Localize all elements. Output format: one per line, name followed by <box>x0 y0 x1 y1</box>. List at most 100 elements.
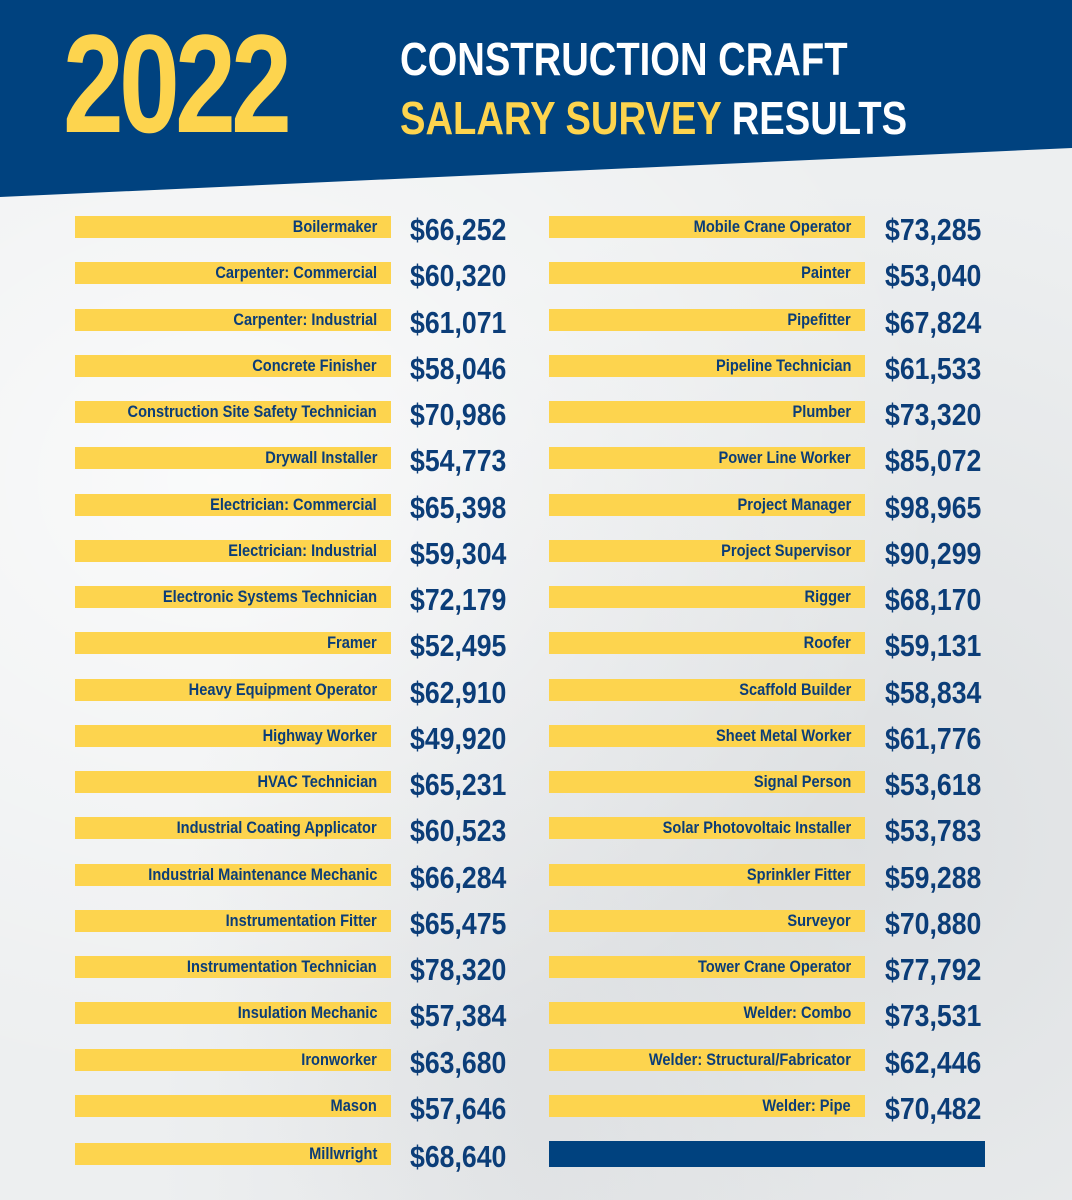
table-row: Industrial Maintenance Mechanic $66,284 <box>0 856 1072 900</box>
craft-name: Power Line Worker <box>718 448 851 468</box>
craft-label-bar: Boilermaker <box>75 216 391 238</box>
salary-value: $53,618 <box>885 767 982 802</box>
craft-label-bar: Instrumentation Technician <box>75 956 391 978</box>
salary-value: $70,986 <box>410 397 507 432</box>
table-row: Tower Crane Operator $77,792 <box>0 948 1072 992</box>
craft-label-bar: Ironworker <box>75 1048 391 1071</box>
craft-label-bar: Power Line Worker <box>549 447 865 470</box>
craft-label-bar: Plumber <box>549 401 865 423</box>
table-row: Boilermaker $66,252 <box>0 208 1072 252</box>
table-row: Electronic Systems Technician $72,179 <box>0 578 1072 622</box>
table-row: Sprinkler Fitter $59,288 <box>0 856 1072 900</box>
craft-label-bar: Scaffold Builder <box>549 678 865 701</box>
salary-value: $65,398 <box>410 489 507 525</box>
craft-label-bar: Pipeline Technician <box>549 354 865 377</box>
craft-label-bar: Sheet Metal Worker <box>549 724 865 747</box>
table-row: Sheet Metal Worker $61,776 <box>0 717 1072 761</box>
craft-name: Sheet Metal Worker <box>715 725 851 745</box>
table-row: Industrial Coating Applicator $60,523 <box>0 809 1072 853</box>
salary-value: $63,680 <box>410 1044 507 1080</box>
craft-name: Mobile Crane Operator <box>693 217 851 236</box>
craft-name: Construction Site Safety Technician <box>127 402 377 421</box>
table-row: Carpenter: Industrial $61,071 <box>0 301 1072 345</box>
craft-label-bar: Roofer <box>549 632 865 655</box>
craft-name: Electrician: Industrial <box>228 540 377 560</box>
craft-name: Solar Photovoltaic Installer <box>662 818 851 838</box>
craft-label-bar: Carpenter: Industrial <box>75 308 391 331</box>
table-row: Instrumentation Technician $78,320 <box>0 948 1072 992</box>
table-row: Carpenter: Commercial $60,320 <box>0 254 1072 298</box>
craft-name: Welder: Structural/Fabricator <box>648 1049 851 1069</box>
salary-value: $72,179 <box>410 582 507 617</box>
table-row: HVAC Technician $65,231 <box>0 763 1072 807</box>
craft-name: Sprinkler Fitter <box>747 864 851 884</box>
craft-name: Pipeline Technician <box>715 355 851 375</box>
table-row: Instrumentation Fitter $65,475 <box>0 902 1072 946</box>
title-line-1: CONSTRUCTION CRAFT <box>400 33 848 85</box>
table-row: Construction Site Safety Technician $70,9… <box>0 393 1072 437</box>
craft-name: Plumber <box>792 402 851 421</box>
salary-value: $70,880 <box>885 905 982 941</box>
salary-value: $78,320 <box>410 952 507 987</box>
salary-value: $62,910 <box>410 674 507 710</box>
salary-value: $59,131 <box>885 628 982 664</box>
salary-value: $90,299 <box>885 535 982 571</box>
craft-label-bar: Heavy Equipment Operator <box>75 678 391 701</box>
craft-label-bar: Project Supervisor <box>549 539 865 562</box>
craft-name: Industrial Coating Applicator <box>176 818 377 838</box>
table-row: Power Line Worker $85,072 <box>0 439 1072 483</box>
craft-label-bar: Pipefitter <box>549 308 865 331</box>
craft-label-bar: Electronic Systems Technician <box>75 586 391 608</box>
salary-value: $62,446 <box>885 1044 982 1080</box>
salary-value: $53,040 <box>885 258 982 294</box>
table-row: Mobile Crane Operator $73,285 <box>0 208 1072 252</box>
salary-value: $59,288 <box>885 859 982 895</box>
table-row: Welder: Combo $73,531 <box>0 994 1072 1038</box>
craft-label-bar: Solar Photovoltaic Installer <box>549 817 865 840</box>
craft-label-bar: Rigger <box>549 586 865 608</box>
salary-value: $60,523 <box>410 813 507 849</box>
salary-value: $53,783 <box>885 813 982 849</box>
table-row: Mason $57,646 <box>0 1087 1072 1131</box>
craft-name: Highway Worker <box>262 725 377 745</box>
salary-value: $68,640 <box>410 1139 507 1174</box>
salary-value: $57,384 <box>410 998 507 1034</box>
craft-name: Drywall Installer <box>264 448 377 468</box>
craft-label-bar: Industrial Coating Applicator <box>75 817 391 840</box>
table-row: Project Manager $98,965 <box>0 486 1072 530</box>
craft-name: Boilermaker <box>292 217 377 236</box>
salary-value: $77,792 <box>885 952 982 987</box>
craft-label-bar: Millwright <box>75 1143 391 1165</box>
table-row: Concrete Finisher $58,046 <box>0 347 1072 391</box>
craft-name: Tower Crane Operator <box>697 957 851 976</box>
table-row: Heavy Equipment Operator $62,910 <box>0 671 1072 715</box>
salary-value: $65,231 <box>410 767 507 802</box>
salary-value: $85,072 <box>885 443 982 479</box>
salary-value: $66,252 <box>410 212 507 247</box>
table-row: Framer $52,495 <box>0 624 1072 668</box>
salary-value: $58,046 <box>410 350 507 386</box>
craft-name: Concrete Finisher <box>252 355 377 375</box>
craft-name: Roofer <box>803 633 851 653</box>
table-row: Surveyor $70,880 <box>0 902 1072 946</box>
salary-value: $61,776 <box>885 720 982 756</box>
craft-name: Instrumentation Fitter <box>225 910 377 930</box>
table-row: Pipefitter $67,824 <box>0 301 1072 345</box>
filler-bar <box>549 1141 985 1167</box>
craft-name: Insulation Mechanic <box>237 1003 377 1023</box>
craft-name: Surveyor <box>787 910 851 930</box>
craft-label-bar: Highway Worker <box>75 724 391 747</box>
craft-name: Millwright <box>308 1144 377 1163</box>
table-row: Electrician: Commercial $65,398 <box>0 486 1072 530</box>
salary-value: $61,071 <box>410 304 507 340</box>
craft-label-bar: Mobile Crane Operator <box>549 216 865 238</box>
craft-name: Mason <box>330 1095 377 1115</box>
salary-value: $66,284 <box>410 859 507 895</box>
table-row: Insulation Mechanic $57,384 <box>0 994 1072 1038</box>
craft-name: Scaffold Builder <box>738 679 851 699</box>
title-highlight: SALARY SURVEY <box>400 92 722 144</box>
craft-name: Carpenter: Industrial <box>233 309 377 329</box>
table-row: Drywall Installer $54,773 <box>0 439 1072 483</box>
table-row: Welder: Pipe $70,482 <box>0 1087 1072 1131</box>
